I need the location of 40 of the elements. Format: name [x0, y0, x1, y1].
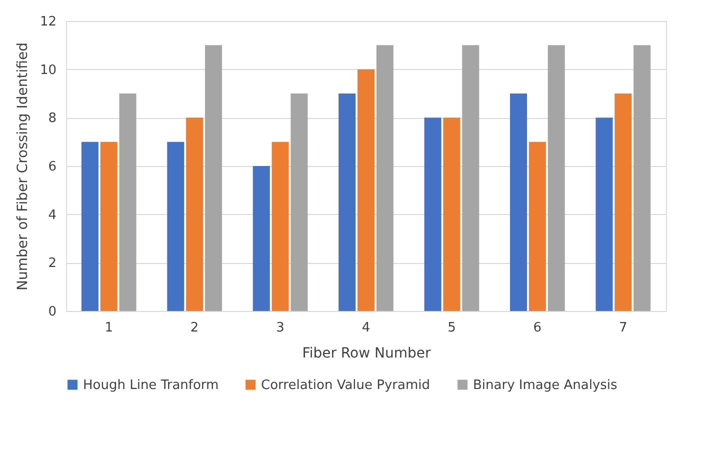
bar [81, 142, 98, 311]
bar [167, 142, 184, 311]
bar [186, 118, 204, 311]
bar [376, 45, 394, 311]
bar [119, 94, 136, 311]
x-tick-label: 2 [190, 320, 199, 336]
y-tick-label: 8 [48, 111, 56, 126]
x-tick-label: 7 [619, 320, 628, 336]
y-tick-label: 10 [40, 62, 56, 78]
bar [510, 94, 528, 311]
bar [204, 45, 222, 311]
y-tick-label: 2 [48, 256, 56, 272]
x-tick-label: 5 [448, 320, 456, 336]
bar [424, 118, 442, 311]
bar [252, 166, 270, 311]
x-tick-label: 1 [104, 320, 113, 336]
bar [548, 45, 565, 311]
x-tick-label: 6 [533, 320, 542, 336]
legend-label: Correlation Value Pyramid [261, 378, 430, 393]
y-tick-label: 4 [48, 208, 56, 223]
bar [614, 94, 632, 311]
bar [357, 69, 375, 311]
bar [272, 142, 289, 311]
bar [528, 142, 546, 311]
x-axis-title: Fiber Row Number [302, 346, 431, 362]
bar [290, 94, 308, 311]
y-axis-title: Number of Fiber Crossing Identified [14, 42, 31, 290]
bar [634, 45, 651, 311]
bar [596, 118, 613, 311]
legend-label: Hough Line Tranform [83, 378, 219, 393]
bar [338, 94, 356, 311]
y-tick-label: 6 [48, 160, 56, 174]
x-tick-label: 3 [276, 320, 284, 336]
bar [100, 142, 118, 311]
legend-label: Binary Image Analysis [473, 378, 618, 393]
bar [443, 118, 460, 311]
bar [462, 45, 480, 311]
y-tick-label: 0 [48, 304, 56, 320]
x-tick-label: 4 [362, 320, 370, 336]
y-tick-label: 12 [40, 14, 56, 30]
